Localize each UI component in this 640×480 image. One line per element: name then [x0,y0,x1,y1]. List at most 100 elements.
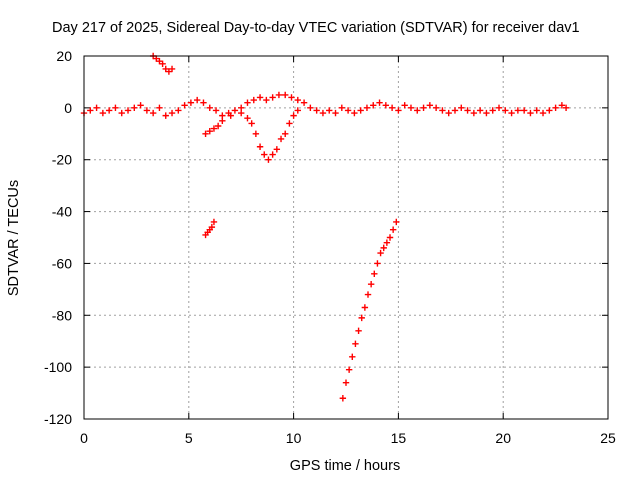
data-point [252,130,260,137]
y-tick-label: -80 [52,307,72,323]
data-point [520,107,528,114]
data-point [338,104,346,112]
x-tick-label: 5 [185,430,193,446]
data-point [206,127,213,135]
data-point [219,117,226,125]
data-point [112,104,119,112]
data-point [181,102,188,109]
plot-frame [83,55,609,420]
data-point [156,104,163,112]
data-point [355,327,362,335]
y-tick-label: -60 [52,255,72,271]
y-tick-label: 0 [64,100,72,116]
y-tick-label: -40 [52,204,72,220]
x-axis-label: GPS time / hours [290,458,400,474]
data-point [286,120,293,127]
data-point [508,109,515,117]
grid-lines [84,56,608,419]
data-point [344,107,352,114]
y-tick-label: -20 [52,152,72,168]
data-point [401,102,408,109]
data-point [514,107,522,114]
data-point [382,102,390,109]
data-point [420,104,427,112]
data-point [407,104,415,112]
data-marks [80,52,570,402]
data-point [319,109,327,117]
y-tick-label: -120 [44,411,72,427]
data-point [290,112,297,119]
data-point [212,107,220,114]
y-axis-label: SDTVAR / TECUs [6,180,22,296]
data-point [187,99,195,106]
data-point [93,104,100,112]
data-point [149,109,157,117]
data-point [533,107,540,114]
data-point [143,107,151,114]
data-point [339,395,347,402]
data-point [275,91,283,99]
data-point [370,102,377,109]
data-point [210,125,218,132]
data-point [244,115,251,122]
x-tick-label: 10 [286,430,302,446]
data-point [227,112,234,119]
data-point [393,218,400,226]
data-point [294,96,301,104]
data-point [282,91,289,99]
data-point [414,107,421,114]
data-point [200,99,207,106]
data-point [364,291,372,298]
data-point [345,366,353,373]
data-point [357,107,364,114]
data-point [307,104,314,112]
data-point [202,130,209,137]
data-point [193,96,201,104]
data-point [363,104,371,112]
data-point [380,244,387,252]
data-point [210,218,218,226]
data-point [137,102,144,109]
data-point [87,107,94,114]
data-point [256,143,264,150]
x-tick-label: 20 [495,430,511,446]
data-point [231,107,239,114]
data-point [250,96,257,104]
data-point [300,99,308,106]
data-point [313,107,320,114]
data-point [388,104,396,112]
data-point [342,379,350,386]
data-point [439,107,446,114]
data-point [206,104,213,112]
data-point [445,109,452,117]
data-point [432,104,440,112]
y-tick-label: 20 [56,48,72,64]
data-point [175,107,182,114]
data-point [349,353,356,360]
data-point [351,109,358,117]
data-point [294,107,301,114]
data-point [244,99,251,106]
data-point [426,102,434,109]
data-point [386,234,394,241]
data-point [208,223,216,231]
data-point [105,107,113,114]
data-point [168,109,176,117]
data-point [256,94,264,101]
data-point [159,60,166,67]
data-point [282,130,289,137]
data-point [376,99,383,106]
data-point [552,104,559,112]
data-point [261,151,268,158]
data-point [265,156,272,163]
data-point [383,239,391,246]
data-point [124,107,132,114]
data-point [162,112,169,119]
data-point [263,96,270,104]
data-point [374,260,381,267]
data-point [495,104,503,112]
data-point [562,104,570,112]
data-point [483,109,490,117]
data-point [269,94,276,101]
